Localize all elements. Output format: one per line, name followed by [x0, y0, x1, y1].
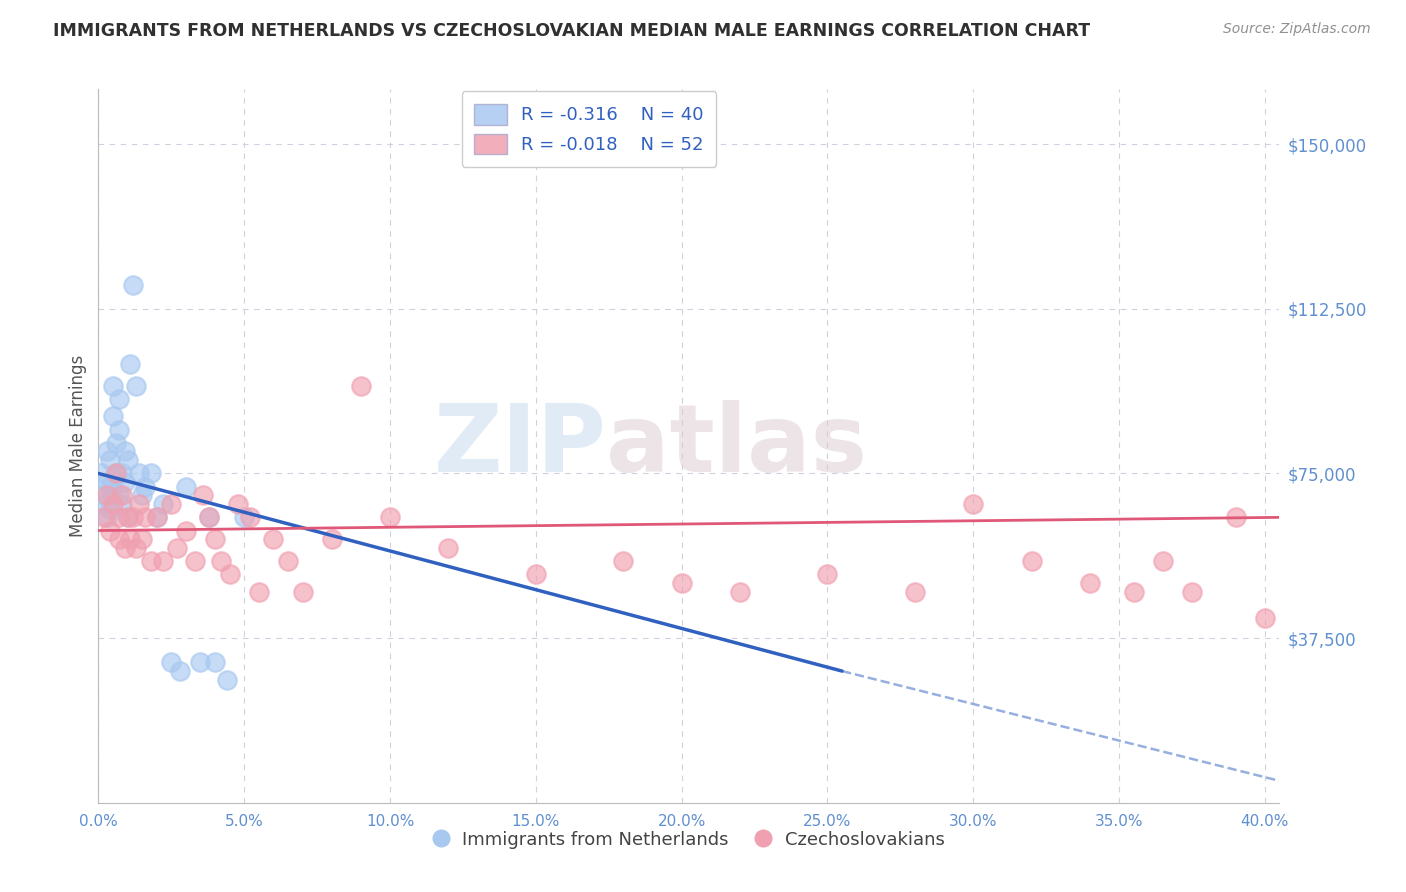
Point [209, 554, 232, 568]
Point [114, 541, 136, 555]
Point [169, 664, 191, 678]
Point [114, 444, 136, 458]
Point [93, 488, 115, 502]
Point [215, 673, 238, 687]
Point [1078, 576, 1101, 591]
Point [962, 497, 984, 511]
Text: ZIP: ZIP [433, 400, 606, 492]
Point [125, 541, 148, 555]
Point [128, 467, 150, 481]
Point [111, 497, 134, 511]
Point [671, 576, 693, 591]
Point [101, 497, 124, 511]
Point [108, 392, 131, 406]
Point [96, 475, 118, 490]
Point [104, 467, 127, 481]
Point [114, 475, 136, 490]
Legend: Immigrants from Netherlands, Czechoslovakians: Immigrants from Netherlands, Czechoslova… [425, 822, 953, 858]
Point [145, 510, 167, 524]
Point [96, 488, 118, 502]
Point [1021, 554, 1043, 568]
Point [131, 488, 153, 502]
Point [98, 453, 121, 467]
Point [228, 497, 250, 511]
Point [139, 467, 162, 481]
Point [104, 467, 127, 481]
Point [218, 567, 240, 582]
Point [98, 480, 121, 494]
Point [108, 488, 131, 502]
Point [117, 453, 139, 467]
Point [1152, 554, 1174, 568]
Point [612, 554, 634, 568]
Text: IMMIGRANTS FROM NETHERLANDS VS CZECHOSLOVAKIAN MEDIAN MALE EARNINGS CORRELATION : IMMIGRANTS FROM NETHERLANDS VS CZECHOSLO… [53, 22, 1091, 40]
Point [134, 480, 156, 494]
Point [160, 497, 183, 511]
Point [90, 467, 112, 481]
Point [152, 554, 174, 568]
Point [437, 541, 460, 555]
Point [291, 585, 314, 599]
Point [122, 277, 145, 292]
Point [111, 467, 134, 481]
Point [108, 533, 131, 547]
Point [190, 655, 212, 669]
Point [204, 533, 226, 547]
Point [120, 357, 142, 371]
Point [524, 567, 547, 582]
Text: Source: ZipAtlas.com: Source: ZipAtlas.com [1223, 22, 1371, 37]
Point [239, 510, 262, 524]
Point [117, 510, 139, 524]
Point [1254, 611, 1277, 625]
Point [134, 510, 156, 524]
Point [117, 510, 139, 524]
Point [98, 524, 121, 538]
Point [104, 435, 127, 450]
Point [111, 488, 134, 502]
Point [128, 497, 150, 511]
Point [1122, 585, 1144, 599]
Point [145, 510, 167, 524]
Point [321, 533, 343, 547]
Point [247, 585, 270, 599]
Point [1181, 585, 1204, 599]
Point [174, 524, 197, 538]
Point [108, 510, 131, 524]
Point [139, 554, 162, 568]
Text: atlas: atlas [606, 400, 868, 492]
Point [93, 497, 115, 511]
Point [98, 501, 121, 516]
Point [125, 378, 148, 392]
Point [166, 541, 188, 555]
Point [262, 533, 284, 547]
Point [96, 444, 118, 458]
Point [350, 378, 373, 392]
Point [204, 655, 226, 669]
Point [198, 510, 221, 524]
Point [160, 655, 183, 669]
Point [93, 510, 115, 524]
Point [101, 378, 124, 392]
Point [193, 488, 215, 502]
Point [183, 554, 205, 568]
Point [120, 533, 142, 547]
Point [108, 423, 131, 437]
Point [122, 510, 145, 524]
Point [1225, 510, 1247, 524]
Point [378, 510, 401, 524]
Point [101, 480, 124, 494]
Point [96, 510, 118, 524]
Point [131, 533, 153, 547]
Point [174, 480, 197, 494]
Point [233, 510, 256, 524]
Point [198, 510, 221, 524]
Point [904, 585, 927, 599]
Point [277, 554, 299, 568]
Point [817, 567, 839, 582]
Y-axis label: Median Male Earnings: Median Male Earnings [69, 355, 87, 537]
Point [728, 585, 751, 599]
Point [101, 409, 124, 424]
Point [152, 497, 174, 511]
